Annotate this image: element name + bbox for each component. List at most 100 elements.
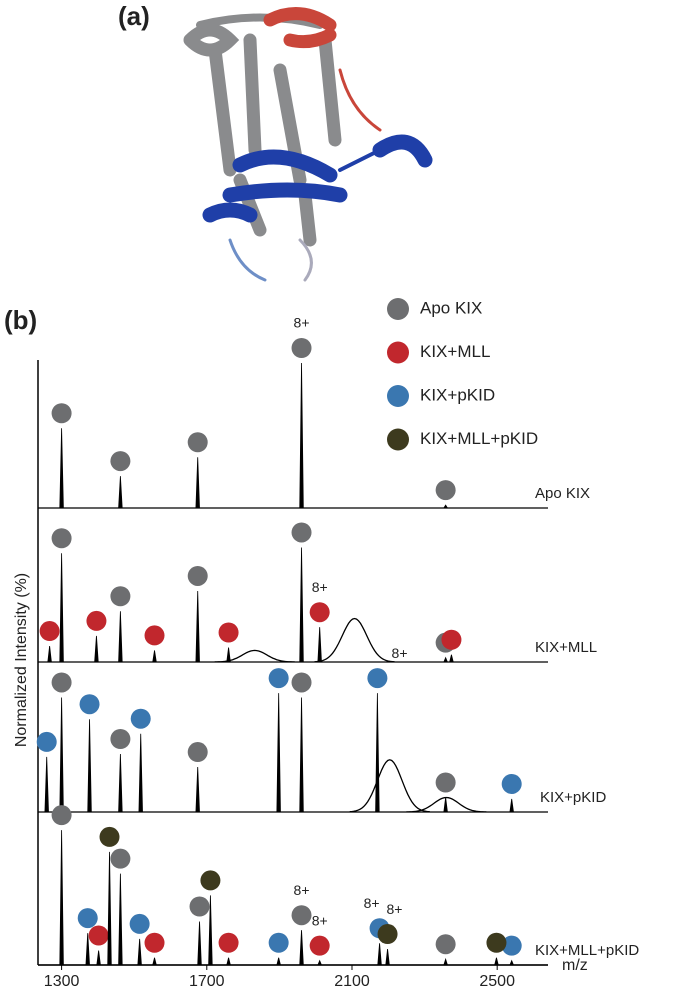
spectrum-label: KIX+MLL [535, 639, 597, 656]
legend-label: KIX+MLL+pKID [420, 429, 538, 448]
peak [494, 957, 499, 966]
peak [443, 656, 448, 663]
charge-annotation: 8+ [294, 882, 310, 898]
spectrum-label: Apo KIX [535, 485, 590, 502]
peak [299, 697, 304, 813]
peak [509, 798, 514, 813]
peak-marker [88, 925, 109, 946]
peak [317, 959, 322, 966]
protein-structure [183, 7, 433, 282]
x-tick-label: 2100 [334, 973, 370, 990]
legend-marker [387, 428, 409, 451]
peak-marker [129, 913, 150, 934]
peak-marker [110, 451, 131, 472]
legend-label: KIX+MLL [420, 342, 490, 361]
peak [375, 693, 380, 813]
peak-marker [51, 528, 72, 549]
peak [443, 957, 448, 966]
peak [118, 753, 123, 813]
peak [276, 693, 281, 813]
broad-peak [314, 617, 395, 663]
peak [138, 733, 143, 813]
peak [385, 949, 390, 966]
peak-marker [486, 932, 507, 953]
charge-annotation: 8+ [294, 315, 310, 331]
legend-marker [387, 385, 409, 407]
peak-marker [187, 432, 208, 453]
legend-label: Apo KIX [420, 298, 482, 317]
panel-a-label: (a) [118, 1, 150, 31]
peak [59, 697, 64, 813]
peak [509, 959, 514, 966]
peak-marker [291, 522, 312, 543]
peak [59, 553, 64, 663]
peak [449, 654, 454, 663]
peak [195, 457, 200, 509]
peak-marker [291, 338, 312, 358]
peak [276, 957, 281, 966]
peak-marker [435, 772, 456, 793]
peak-marker [218, 622, 239, 643]
peak-marker [51, 805, 72, 826]
peak [195, 767, 200, 813]
peak [443, 504, 448, 509]
peak-marker [309, 602, 330, 623]
peak-marker [86, 610, 107, 631]
peak-marker [189, 896, 210, 917]
charge-annotation: 8+ [312, 579, 328, 595]
peak [208, 895, 213, 966]
broad-peak [406, 796, 487, 813]
peak [85, 933, 90, 966]
legend-marker [387, 341, 409, 364]
legend-marker [387, 298, 409, 320]
peak-marker [99, 826, 120, 847]
peak-marker [130, 708, 151, 729]
peak [152, 957, 157, 966]
peak [195, 590, 200, 663]
peak [118, 476, 123, 509]
charge-annotation: 8+ [312, 912, 328, 928]
peak-marker [110, 586, 131, 607]
x-tick-label: 2500 [479, 973, 515, 990]
peak-marker [79, 694, 100, 715]
peak-marker [291, 672, 312, 693]
peak-marker [435, 480, 456, 501]
peak [226, 957, 231, 966]
peak [226, 647, 231, 663]
peak-marker [501, 935, 522, 956]
peak [152, 650, 157, 663]
peak [94, 635, 99, 663]
peak [107, 851, 112, 966]
peak [118, 873, 123, 966]
peak [443, 797, 448, 813]
charge-annotation: 8+ [386, 901, 402, 917]
peak [137, 938, 142, 966]
x-tick-label: 1300 [44, 973, 80, 990]
peak [118, 611, 123, 663]
peak [299, 362, 304, 509]
peak [299, 930, 304, 966]
peak-marker [110, 729, 131, 749]
broad-peak [349, 759, 430, 813]
peak [377, 943, 382, 966]
legend-label: KIX+pKID [420, 385, 495, 404]
peak [59, 830, 64, 966]
peak [96, 950, 101, 966]
peak-marker [501, 773, 522, 794]
peak-marker [39, 621, 60, 642]
peak-marker [51, 672, 72, 693]
peak-marker [268, 932, 289, 953]
peak [317, 627, 322, 663]
peak-marker [218, 932, 239, 953]
peak-marker [309, 935, 330, 956]
peak-marker [377, 924, 398, 945]
peak-marker [187, 565, 208, 586]
peak-marker [77, 908, 98, 929]
peak-marker [441, 629, 462, 650]
x-tick-label: 1700 [189, 973, 225, 990]
spectrum-label: KIX+pKID [540, 789, 606, 806]
peak-marker [367, 668, 388, 689]
panel-b-label: (b) [4, 305, 37, 335]
